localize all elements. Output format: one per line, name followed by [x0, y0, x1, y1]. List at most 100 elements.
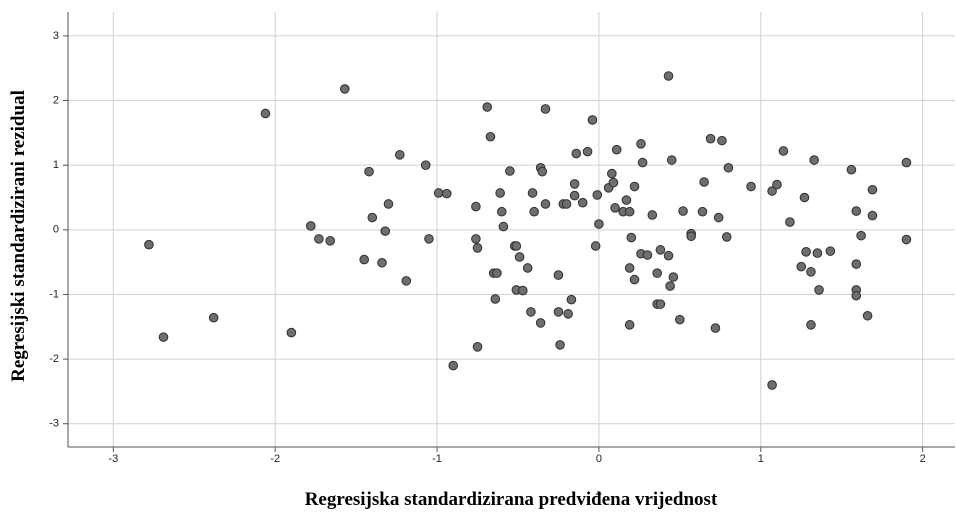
- data-point: [710, 323, 721, 333]
- data-point: [522, 263, 533, 273]
- data-point: [511, 241, 522, 251]
- data-point: [144, 239, 154, 250]
- x-tick-label: -1: [432, 453, 442, 465]
- data-point: [587, 115, 598, 125]
- data-point: [668, 272, 679, 282]
- data-point: [505, 166, 515, 176]
- data-point: [395, 150, 405, 160]
- data-point: [746, 181, 756, 192]
- data-point: [901, 234, 912, 245]
- data-point: [652, 268, 662, 278]
- data-point: [851, 290, 862, 301]
- y-tick-label: 2: [53, 94, 59, 106]
- data-point: [675, 314, 685, 325]
- data-point: [569, 190, 580, 201]
- data-point: [553, 307, 564, 317]
- data-point: [621, 195, 632, 205]
- data-point: [286, 327, 297, 338]
- data-point: [799, 192, 810, 203]
- data-point: [778, 146, 789, 156]
- data-point: [594, 219, 604, 229]
- x-tick-label: 0: [596, 453, 602, 465]
- data-point: [867, 210, 878, 221]
- data-point: [626, 232, 637, 243]
- data-point: [482, 102, 493, 112]
- data-point: [364, 166, 374, 177]
- data-point: [535, 318, 546, 328]
- data-point: [582, 146, 593, 157]
- data-point: [537, 166, 548, 177]
- data-point: [514, 252, 525, 262]
- data-point: [305, 221, 316, 231]
- x-tick-label: 1: [758, 453, 764, 465]
- y-tick-label: 3: [53, 30, 59, 42]
- data-point: [665, 281, 675, 291]
- data-point: [663, 71, 674, 81]
- data-point: [359, 254, 370, 265]
- data-point: [723, 162, 734, 173]
- data-point: [624, 206, 635, 217]
- data-point: [526, 307, 536, 317]
- data-point: [713, 212, 724, 223]
- data-point: [401, 276, 412, 286]
- y-tick-label: 0: [53, 224, 59, 236]
- data-point: [441, 188, 452, 199]
- data-point: [325, 236, 336, 246]
- data-point: [472, 342, 483, 352]
- data-point: [314, 234, 324, 244]
- x-tick-label: -2: [270, 453, 280, 465]
- data-point: [624, 320, 635, 330]
- data-point: [806, 267, 816, 277]
- data-point: [642, 250, 653, 260]
- data-point: [424, 234, 434, 244]
- data-point: [540, 104, 551, 114]
- data-point: [809, 155, 819, 165]
- y-axis-title: Regresijski standardizirani rezidual: [8, 90, 29, 382]
- data-point: [577, 197, 588, 208]
- data-point: [448, 360, 459, 371]
- data-point: [801, 246, 811, 257]
- y-tick-label: -1: [49, 288, 59, 300]
- data-point: [498, 221, 509, 232]
- data-point: [471, 201, 481, 212]
- data-point: [383, 199, 394, 209]
- data-point: [529, 206, 539, 217]
- data-point: [563, 309, 573, 319]
- data-point: [666, 155, 677, 165]
- data-point: [610, 203, 620, 213]
- x-tick-label: -3: [108, 453, 118, 465]
- data-point: [814, 285, 824, 295]
- data-point: [485, 131, 496, 142]
- data-point: [901, 157, 912, 168]
- data-point: [629, 274, 640, 285]
- data-point: [851, 259, 862, 269]
- data-point: [851, 206, 862, 216]
- data-point: [555, 340, 565, 350]
- data-point: [540, 199, 551, 209]
- y-tick-label: -2: [49, 353, 59, 365]
- data-point: [806, 320, 816, 330]
- data-point: [566, 294, 577, 305]
- data-point: [678, 206, 688, 216]
- data-point: [699, 177, 709, 187]
- data-point: [663, 250, 674, 261]
- data-point: [472, 243, 483, 253]
- data-point: [607, 168, 617, 179]
- data-point: [636, 139, 646, 149]
- data-point: [553, 270, 564, 280]
- data-point: [686, 231, 696, 242]
- data-point: [611, 144, 622, 155]
- data-point: [655, 299, 666, 309]
- data-point: [471, 234, 481, 244]
- data-point: [518, 285, 528, 296]
- data-point: [590, 241, 601, 251]
- data-point: [721, 232, 732, 242]
- data-point: [367, 212, 378, 223]
- data-point: [569, 179, 580, 189]
- data-point: [492, 268, 502, 278]
- data-point: [697, 206, 708, 217]
- data-point: [260, 108, 271, 119]
- data-point: [208, 312, 219, 323]
- x-axis-title: Regresijska standardizirana predviđena v…: [305, 489, 718, 510]
